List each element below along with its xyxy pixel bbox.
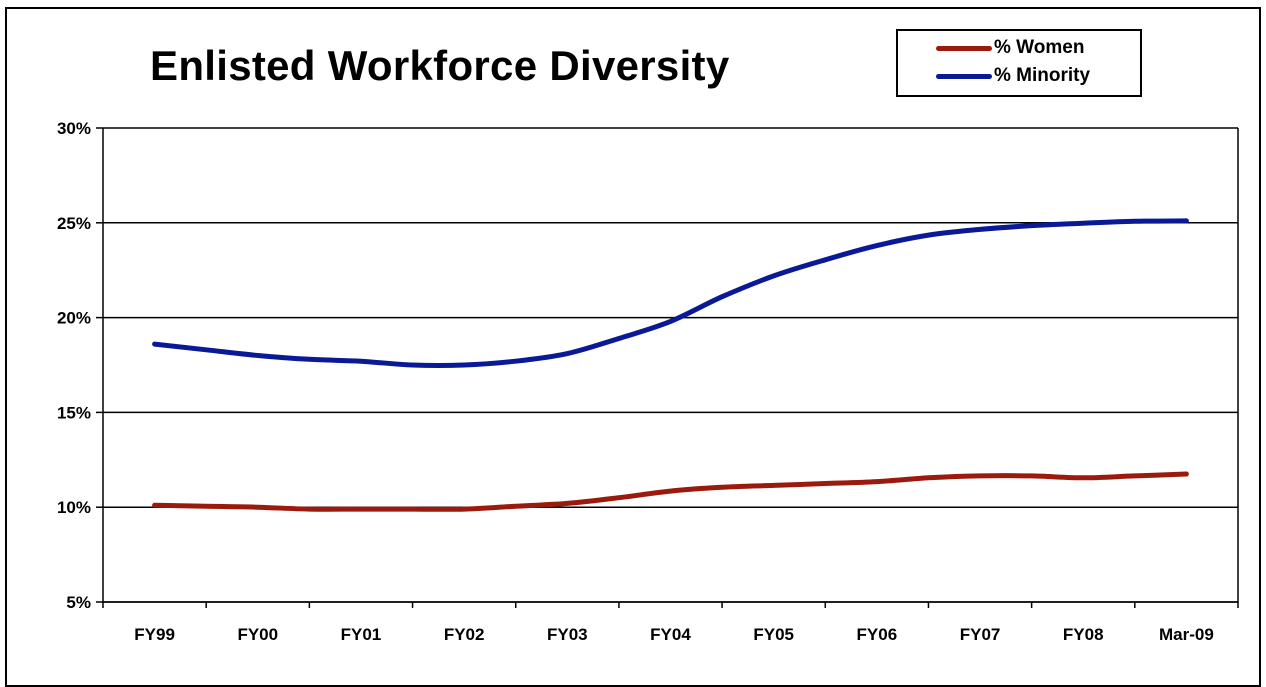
x-tick-label-6: FY05 — [753, 625, 794, 644]
x-tick-label-8: FY07 — [960, 625, 1001, 644]
legend-label-minority: % Minority — [994, 65, 1091, 86]
y-tick-label-0: 5% — [66, 593, 91, 612]
x-tick-label-4: FY03 — [547, 625, 588, 644]
x-tick-label-2: FY01 — [341, 625, 382, 644]
legend-entry-minority: % Minority — [936, 65, 1090, 87]
chart-legend: % Women % Minority — [896, 29, 1142, 97]
legend-entry-women: % Women — [936, 37, 1084, 59]
x-tick-label-1: FY00 — [237, 625, 278, 644]
x-tick-label-10: Mar-09 — [1159, 625, 1214, 644]
x-tick-label-5: FY04 — [650, 625, 691, 644]
x-tick-label-3: FY02 — [444, 625, 485, 644]
y-tick-label-4: 25% — [57, 214, 91, 233]
legend-swatch-women — [936, 45, 992, 51]
x-tick-label-7: FY06 — [857, 625, 898, 644]
y-tick-label-3: 20% — [57, 309, 91, 328]
series-line-minority — [152, 218, 1189, 368]
y-tick-label-2: 15% — [57, 403, 91, 422]
x-tick-label-9: FY08 — [1063, 625, 1104, 644]
series-line-women — [152, 471, 1189, 512]
chart-title: Enlisted Workforce Diversity — [150, 42, 730, 89]
y-tick-label-5: 30% — [57, 119, 91, 138]
legend-label-women: % Women — [994, 37, 1085, 58]
y-tick-label-1: 10% — [57, 498, 91, 517]
x-tick-label-0: FY99 — [134, 625, 175, 644]
legend-swatch-minority — [936, 73, 992, 79]
